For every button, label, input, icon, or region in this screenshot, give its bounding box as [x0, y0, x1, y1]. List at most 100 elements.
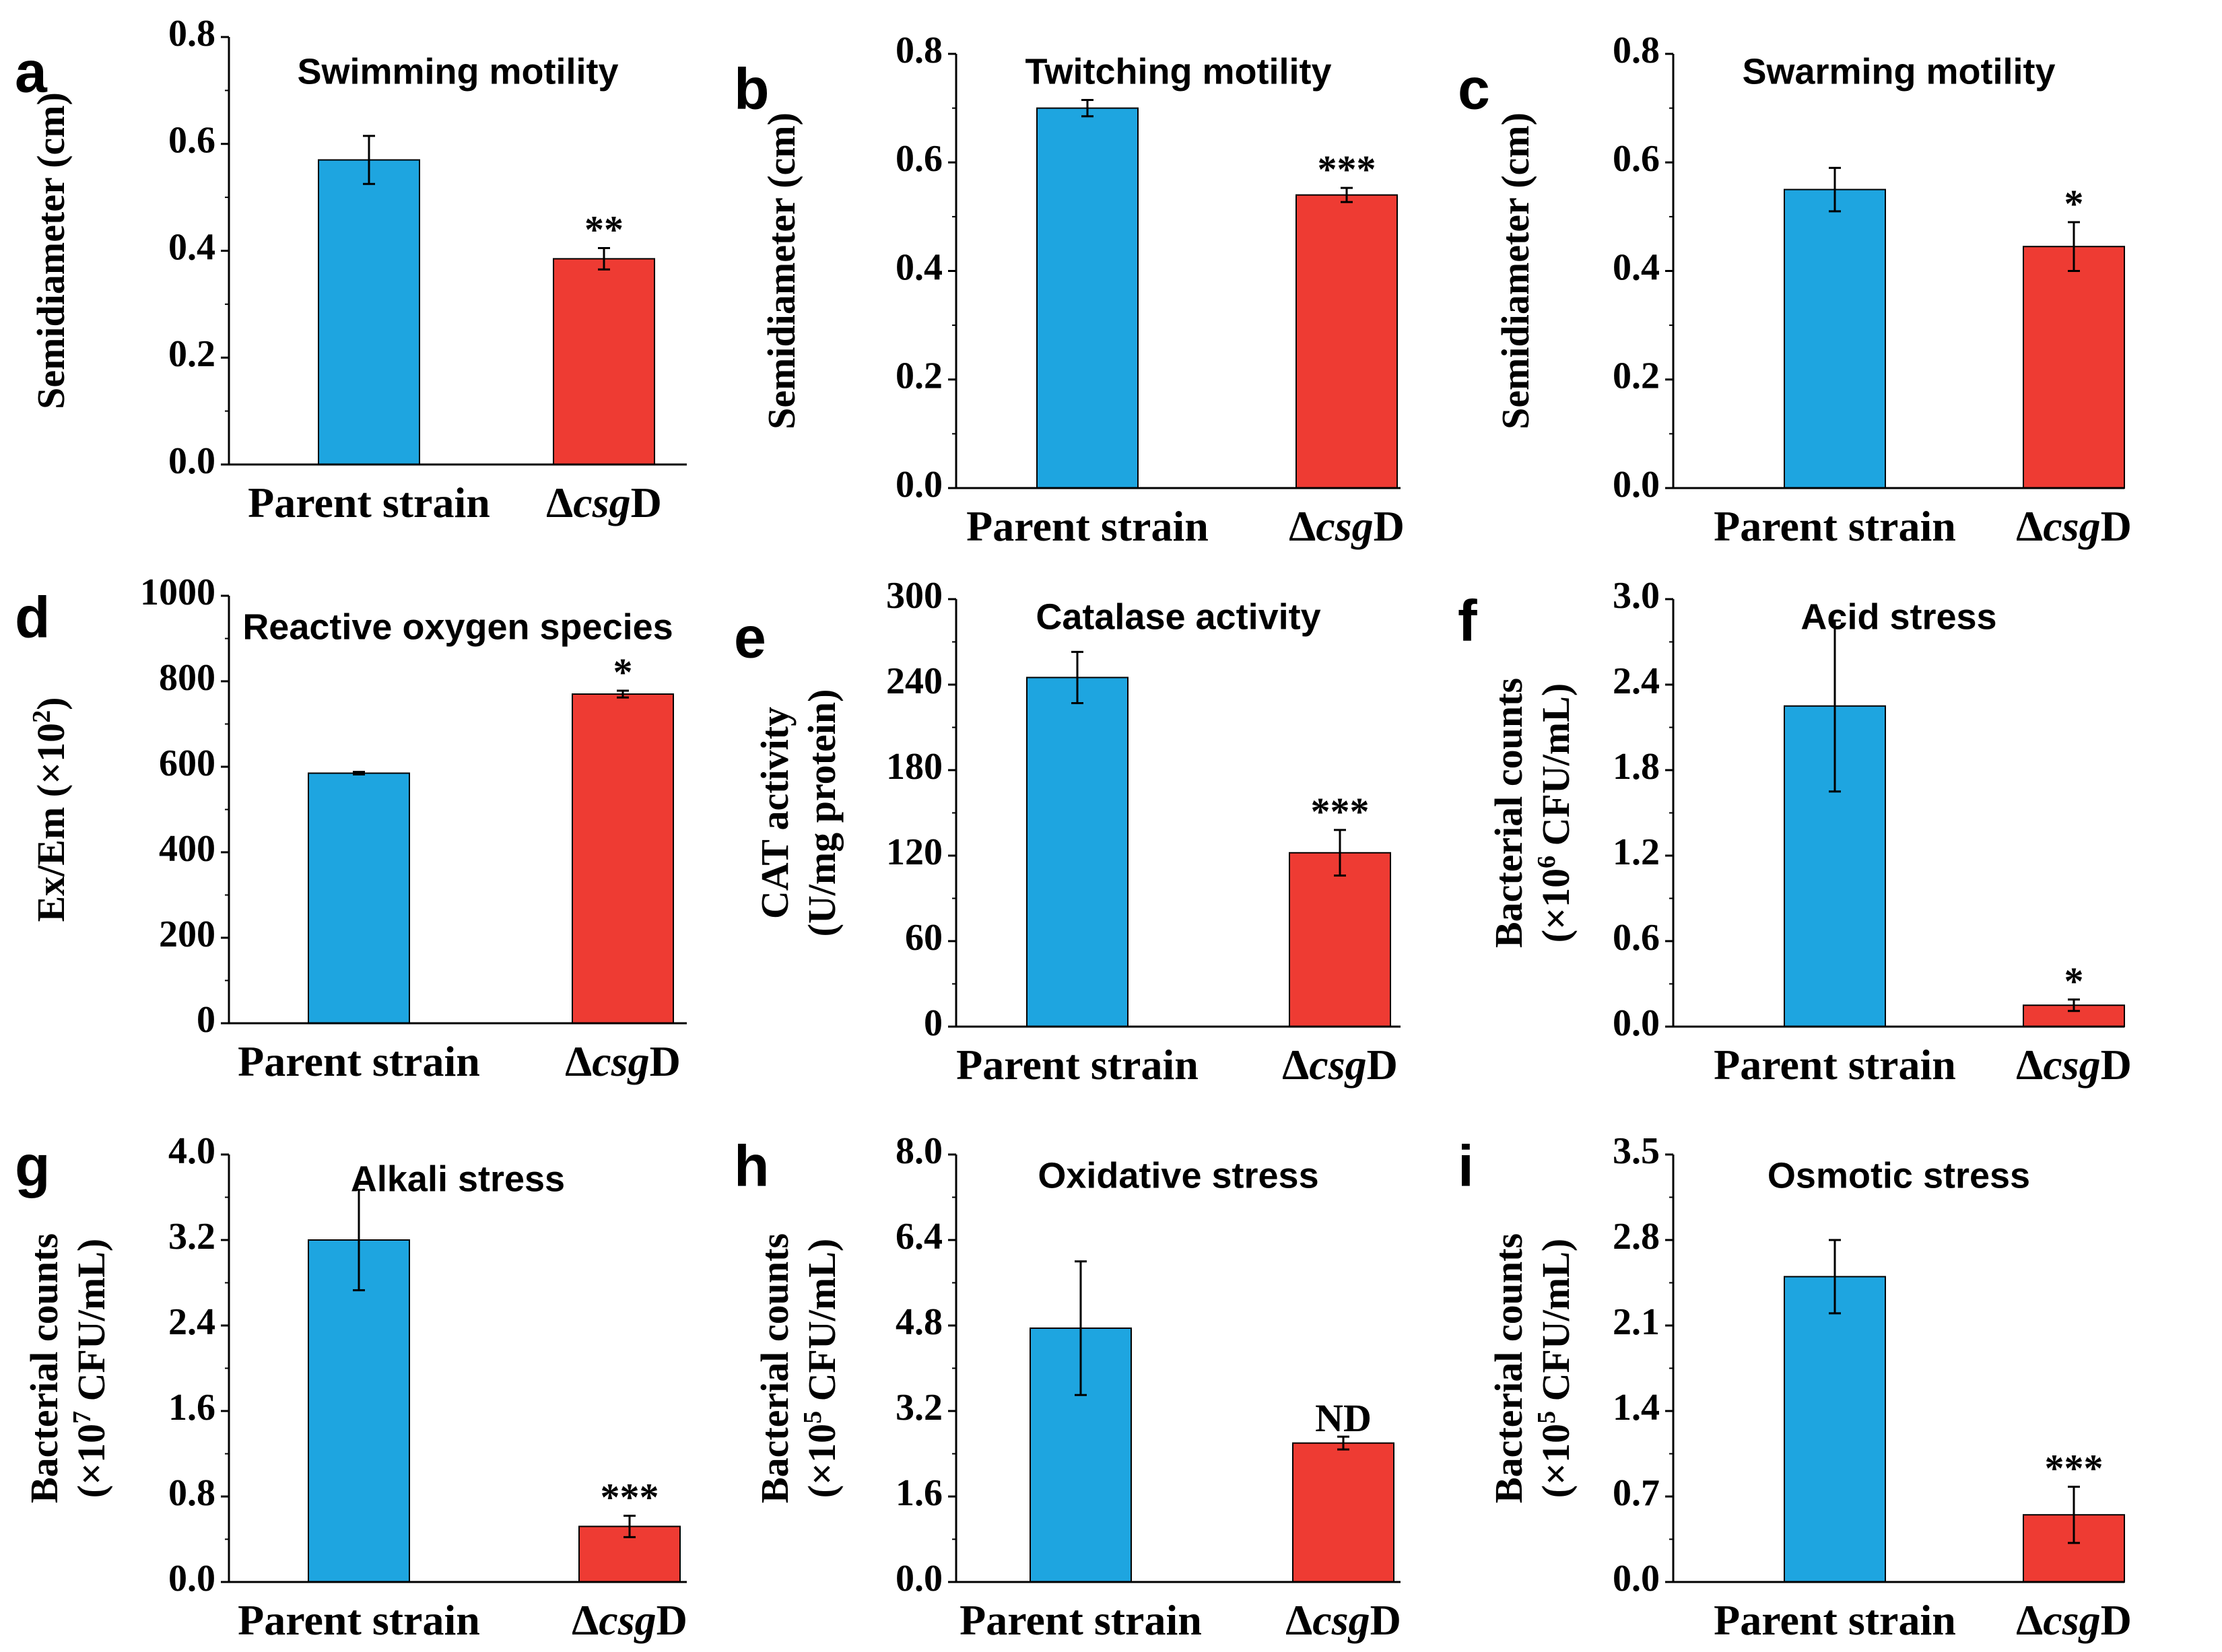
label-part: CFU/mL)	[69, 1239, 113, 1411]
y-tick-label: 0.0	[1613, 464, 1660, 506]
y-axis-label-line2: (×105 CFU/mL)	[1533, 1239, 1578, 1499]
y-axis-label-line2: (×107 CFU/mL)	[68, 1239, 113, 1499]
x-category-label: ΔcsgD	[546, 479, 662, 526]
y-tick-label: 800	[159, 657, 215, 699]
chart-title: Oxidative stress	[1038, 1155, 1318, 1196]
label-suffix: D	[656, 1596, 687, 1644]
y-tick-label: 0.0	[896, 464, 943, 506]
panel-c: c Swarming motility Parent strain * ΔcsgD 0.0…	[1458, 30, 2132, 550]
significance-label: *	[2064, 959, 2084, 1003]
x-category-label: Parent strain	[966, 502, 1209, 550]
panel-letter: g	[15, 1134, 50, 1199]
label-suffix: D	[650, 1037, 681, 1085]
y-tick-label: 1.8	[1613, 746, 1660, 788]
x-category-label: ΔcsgD	[565, 1037, 681, 1085]
x-category-label: Parent strain	[248, 479, 490, 526]
panel-letter: b	[734, 57, 770, 122]
label-italic: csg	[1312, 1596, 1370, 1644]
significance-label: *	[2064, 182, 2084, 226]
y-tick-label: 4.8	[896, 1301, 943, 1343]
panel-letter: c	[1458, 57, 1490, 122]
y-tick-label: 300	[886, 575, 943, 617]
chart-title: Alkali stress	[351, 1159, 565, 1199]
x-category-label: ΔcsgD	[2016, 1041, 2132, 1089]
bar	[572, 693, 674, 1025]
bar	[308, 1239, 410, 1583]
panel-i: i Osmotic stress Parent strain *** ΔcsgD 0.0 0…	[1458, 1130, 2132, 1644]
y-tick-label: 400	[159, 828, 215, 870]
x-category-label: ΔcsgD	[1282, 1041, 1398, 1089]
y-tick-label: 0.0	[1613, 1558, 1660, 1599]
y-tick-label: 0.8	[168, 1472, 215, 1514]
label-suffix: D	[2101, 502, 2132, 550]
y-axis-label: Semidiameter (cm)	[29, 92, 73, 409]
y-tick-label: 0.8	[1613, 30, 1660, 71]
y-tick-label: 2.4	[168, 1301, 215, 1343]
panel-letter: h	[734, 1134, 770, 1199]
y-axis-label-line2: (U/mg protein)	[800, 689, 844, 937]
y-axis-label: Semidiameter (cm)	[1493, 112, 1537, 429]
label-italic: csg	[592, 1037, 649, 1085]
bar	[318, 159, 420, 465]
y-tick-label: 0.6	[1613, 917, 1660, 959]
x-category-label: Parent strain	[1714, 502, 1956, 550]
y-tick-label: 0	[197, 999, 215, 1041]
x-category-label: Parent strain	[238, 1596, 480, 1644]
chart-title: Twitching motility	[1025, 51, 1332, 92]
label-part: )	[29, 697, 73, 710]
y-tick-label: 200	[159, 914, 215, 955]
label-italic: csg	[1309, 1041, 1366, 1089]
significance-label: ***	[601, 1476, 659, 1519]
y-tick-label: 0.0	[1613, 1002, 1660, 1044]
label-part: (×10	[800, 1424, 844, 1498]
panel-f: f Acid stress Parent strain * ΔcsgD 0.0 0.6 1.2…	[1458, 575, 2132, 1089]
label-prefix: Δ	[1285, 1596, 1312, 1644]
label-italic: csg	[2043, 1596, 2100, 1644]
y-tick-label: 0.6	[168, 120, 215, 162]
label-italic: csg	[573, 479, 630, 526]
y-tick-label: 6.4	[896, 1216, 943, 1258]
y-tick-label: 4.0	[168, 1130, 215, 1172]
y-tick-label: 180	[886, 746, 943, 788]
panel-b: b Twitching motility Parent strain *** ΔcsgD…	[734, 30, 1405, 550]
x-category-label: Parent strain	[1714, 1596, 1956, 1644]
x-category-label: Parent strain	[956, 1041, 1199, 1089]
y-tick-label: 0.2	[168, 333, 215, 375]
label-part: CFU/mL)	[800, 1239, 844, 1411]
label-prefix: Δ	[2016, 502, 2043, 550]
chart-title: Acid stress	[1800, 596, 1996, 637]
chart-title: Osmotic stress	[1768, 1155, 2030, 1196]
significance-label: ***	[2045, 1446, 2103, 1490]
y-tick-label: 0.8	[168, 13, 215, 55]
panel-letter: i	[1458, 1134, 1474, 1199]
x-category-label: ΔcsgD	[2016, 1596, 2132, 1644]
label-italic: csg	[1316, 502, 1373, 550]
bar	[553, 258, 655, 465]
label-prefix: Δ	[565, 1037, 592, 1085]
label-prefix: Δ	[2016, 1596, 2043, 1644]
y-axis-label: Bacterial counts	[753, 1233, 797, 1503]
label-suffix: D	[1367, 1041, 1398, 1089]
significance-label: ***	[1311, 790, 1370, 833]
y-tick-label: 3.2	[896, 1387, 943, 1429]
label-suffix: D	[2101, 1596, 2132, 1644]
y-tick-label: 3.0	[1613, 575, 1660, 617]
bar	[1784, 188, 1886, 489]
y-tick-label: 3.2	[168, 1216, 215, 1258]
label-prefix: Δ	[1289, 502, 1316, 550]
y-tick-label: 0.8	[896, 30, 943, 71]
label-part: (×10	[1534, 868, 1578, 942]
y-tick-label: 0.4	[896, 246, 943, 288]
label-superscript: 2	[28, 710, 56, 723]
bar	[1289, 852, 1391, 1028]
label-superscript: 7	[68, 1411, 96, 1424]
y-tick-label: 600	[159, 743, 215, 784]
panel-letter: e	[734, 606, 766, 670]
bar	[1295, 194, 1398, 489]
panel-letter: f	[1458, 589, 1477, 654]
bar	[1784, 1276, 1886, 1583]
chart-title: Reactive oxygen species	[242, 607, 673, 647]
x-category-label: ΔcsgD	[572, 1596, 687, 1644]
label-superscript: 5	[1533, 1411, 1561, 1424]
label-prefix: Δ	[546, 479, 573, 526]
